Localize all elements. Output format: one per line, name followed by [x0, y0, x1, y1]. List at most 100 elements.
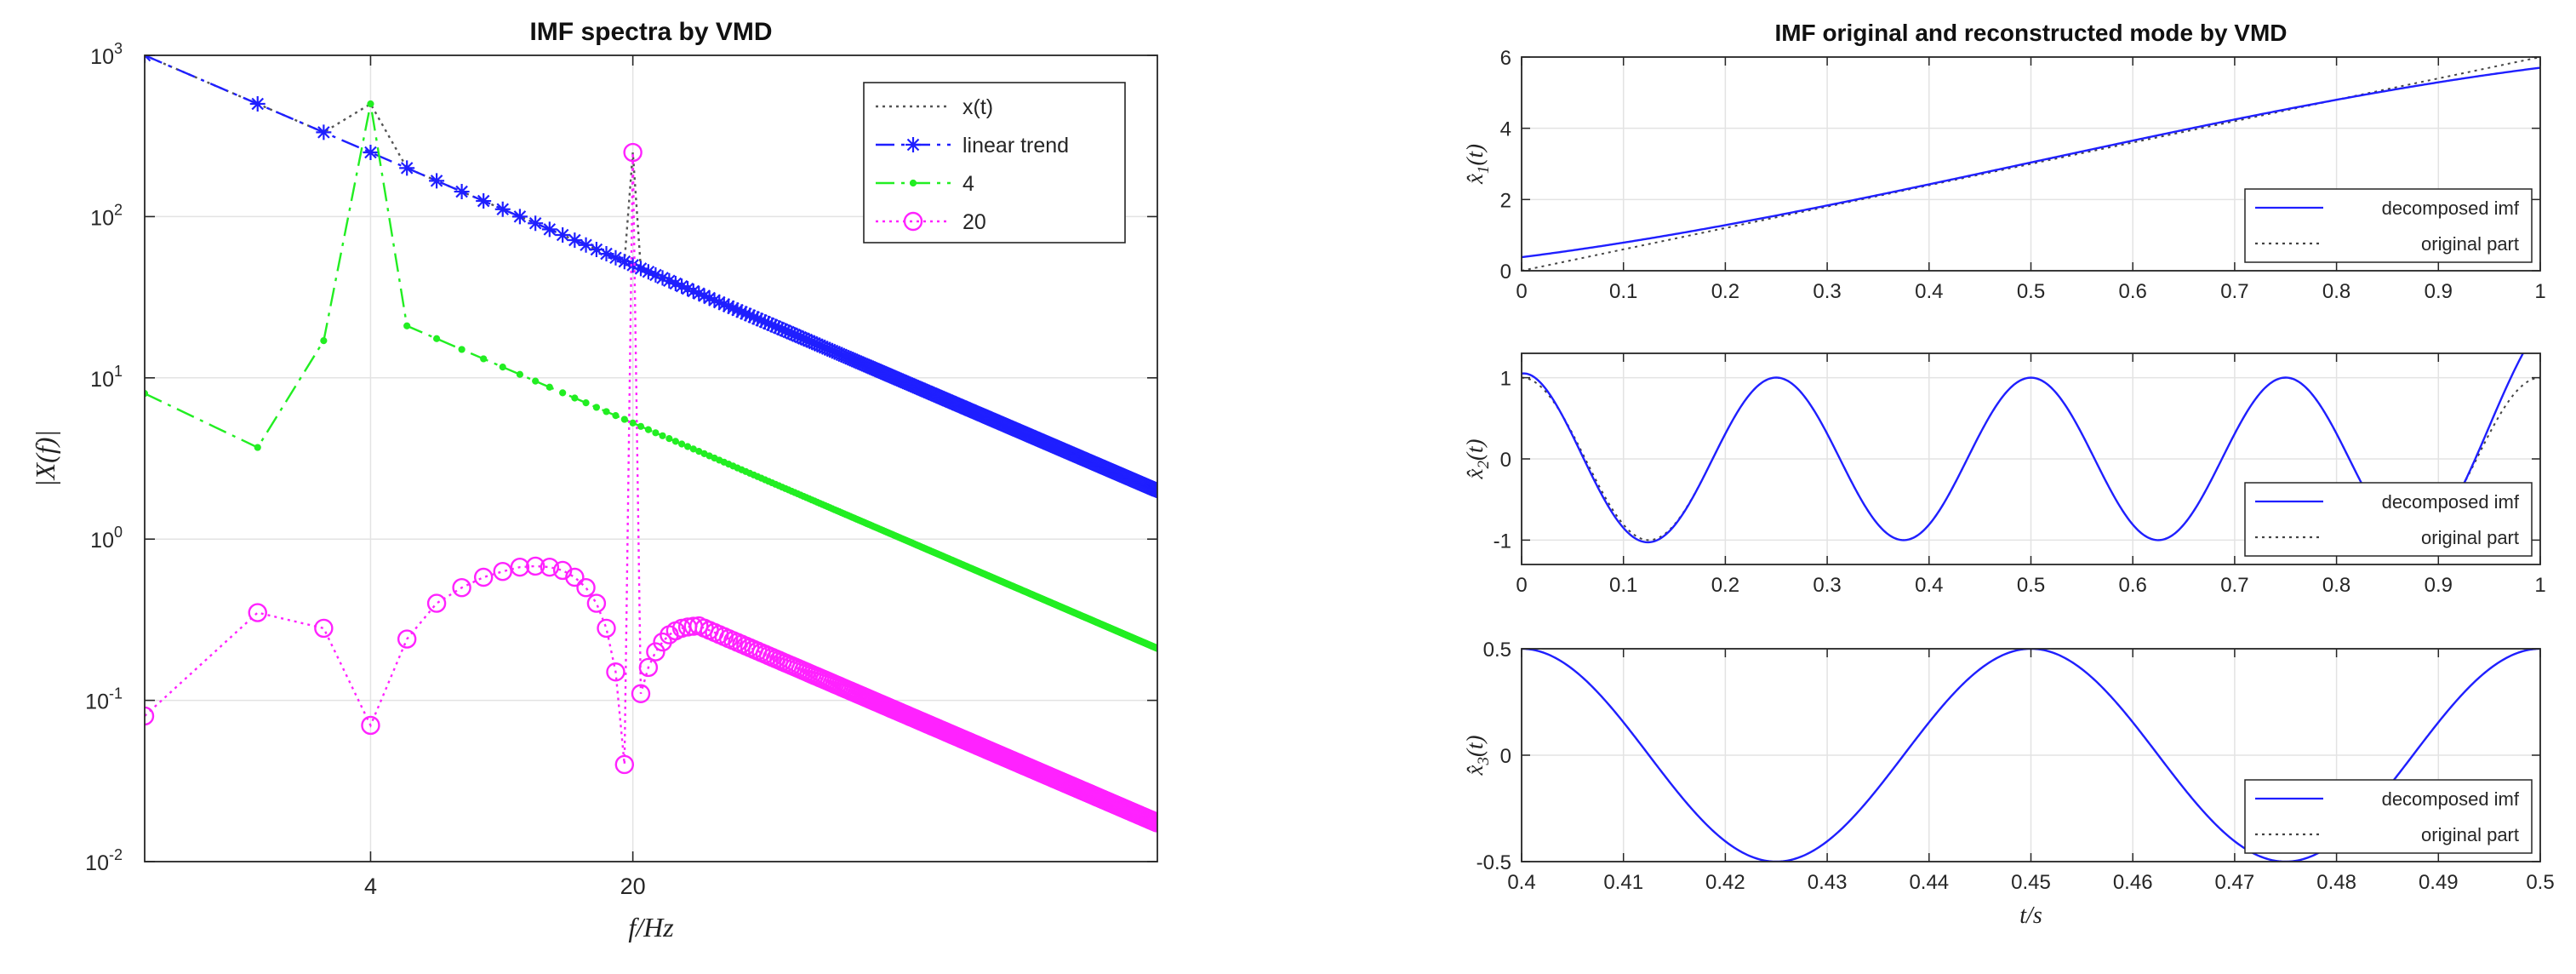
legend-label: decomposed imf — [2382, 788, 2520, 810]
x-tick-label: 0.9 — [2425, 280, 2453, 303]
x-tick-label: 0.49 — [2419, 871, 2459, 894]
data-point — [738, 306, 754, 322]
x-tick-label: 20 — [620, 874, 646, 899]
data-point — [646, 642, 665, 662]
x-tick-label: 0.1 — [1609, 280, 1637, 303]
legend-label: linear trend — [962, 134, 1069, 158]
data-point — [745, 309, 762, 325]
data-point — [592, 404, 601, 411]
legend-entry: 20 — [876, 210, 986, 234]
y-tick-label: -1 — [1494, 530, 1511, 553]
x-tick-label: 0.44 — [1909, 871, 1949, 894]
data-point — [801, 333, 817, 349]
data-point — [768, 318, 784, 335]
data-point — [701, 290, 717, 307]
data-point — [661, 272, 677, 289]
data-point — [631, 684, 651, 703]
panel-3: 0.4 0.41 0.42 0.43 0.44 0.45 0.46 0.47 0.48 0.49 0… — [1462, 639, 2555, 929]
chart-title: IMF original and reconstructed mode by V… — [1774, 20, 2287, 46]
y-tick-label: 101 — [90, 363, 123, 392]
data-point — [716, 296, 732, 312]
data-point — [734, 304, 750, 320]
x-tick-label: 0.8 — [2322, 280, 2350, 303]
x-tick-label: 0 — [1516, 280, 1527, 303]
data-point — [510, 557, 530, 577]
data-point — [586, 593, 607, 613]
data-point — [729, 302, 745, 318]
data-point — [494, 201, 511, 217]
data-point — [685, 283, 701, 299]
data-point — [516, 370, 524, 378]
data-point — [432, 335, 441, 342]
data-point — [721, 298, 737, 314]
y-tick-label: 2 — [1500, 189, 1511, 212]
data-point — [812, 337, 828, 353]
spectrum-chart: 10-2 10-1 100 101 102 103 4 20 IMF spectra by VM… — [30, 18, 1158, 942]
data-point — [691, 285, 707, 301]
y-tick-label: 6 — [1500, 47, 1511, 70]
y-tick-label: 4 — [1500, 118, 1511, 141]
legend-entry: x(t) — [876, 95, 993, 119]
series-linear-trend — [145, 55, 1157, 499]
data-point — [696, 288, 712, 304]
data-point — [403, 322, 411, 329]
x-tick-label: 0.46 — [2113, 871, 2153, 894]
data-point — [612, 412, 620, 420]
data-point — [665, 435, 673, 443]
data-point — [757, 314, 773, 330]
data-point — [314, 618, 334, 639]
data-point — [652, 429, 660, 437]
data-point — [248, 603, 267, 622]
data-point — [578, 237, 594, 253]
legend-entry: original part — [2255, 824, 2519, 845]
legend-label: original part — [2421, 527, 2519, 548]
x-tick-label: 4 — [364, 874, 377, 899]
data-point — [683, 443, 692, 450]
data-point — [680, 281, 696, 297]
data-point — [499, 364, 506, 371]
x-tick-label: 0.7 — [2220, 280, 2248, 303]
data-point — [316, 124, 332, 140]
x-tick-label: 1 — [2534, 574, 2545, 597]
data-point — [426, 593, 447, 613]
data-point — [361, 715, 380, 736]
data-point — [820, 341, 836, 357]
data-point — [750, 311, 766, 327]
x-tick-label: 0.45 — [2011, 871, 2051, 894]
y-tick-label: 0.5 — [1483, 639, 1511, 662]
data-point — [809, 336, 825, 352]
data-point — [711, 295, 728, 311]
y-tick-label: 0 — [1500, 261, 1511, 284]
x-tick-label: 0.41 — [1603, 871, 1643, 894]
data-point — [606, 662, 625, 682]
data-point — [588, 242, 604, 258]
data-point — [620, 415, 628, 423]
data-point — [616, 254, 632, 270]
y-axis-label: x̂3(t) — [1462, 736, 1493, 776]
data-point — [824, 343, 840, 359]
legend-label: decomposed imf — [2382, 491, 2520, 513]
x-tick-label: 0.4 — [1915, 574, 1943, 597]
data-point — [817, 340, 833, 356]
x-axis-label: t/s — [2019, 902, 2042, 929]
y-tick-label: 10-2 — [85, 846, 123, 875]
x-axis-label: f/Hz — [628, 912, 674, 942]
data-point — [541, 221, 557, 238]
legend-entry: original part — [2255, 233, 2519, 255]
data-point — [637, 422, 645, 430]
data-point — [582, 399, 590, 407]
data-point — [363, 145, 379, 161]
data-point — [706, 292, 723, 308]
x-tick-label: 0.4 — [1915, 280, 1943, 303]
y-tick-label: 103 — [90, 40, 123, 69]
data-point — [790, 328, 806, 344]
data-point — [614, 754, 635, 775]
data-point — [528, 215, 544, 232]
data-point — [798, 331, 814, 347]
data-point — [480, 355, 488, 363]
legend: decomposed imf original part — [2244, 188, 2533, 263]
data-point — [397, 629, 417, 649]
legend-box — [2244, 188, 2533, 263]
data-point — [473, 567, 494, 587]
